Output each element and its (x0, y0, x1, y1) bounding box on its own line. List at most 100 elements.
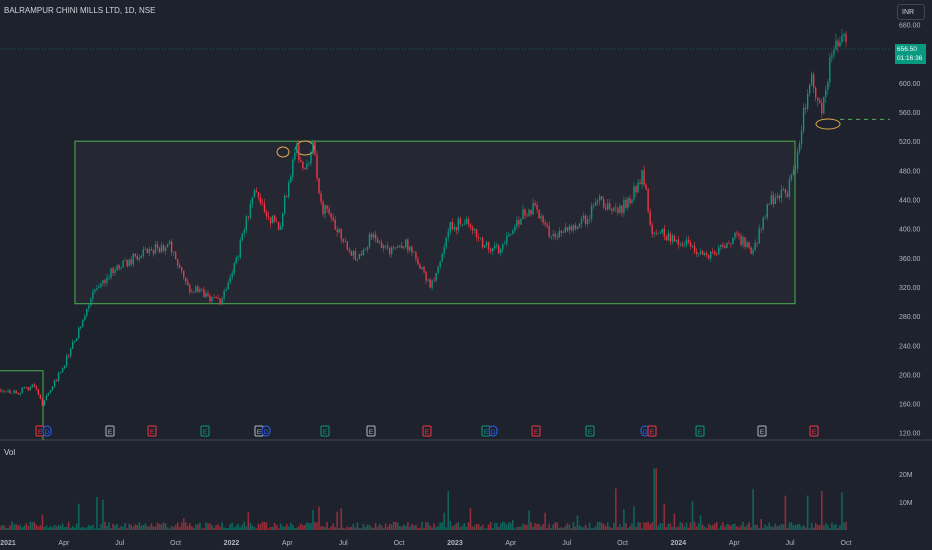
volume-bar (11, 521, 13, 530)
volume-bar (707, 524, 710, 530)
event-marker[interactable]: E (422, 425, 432, 437)
event-marker[interactable]: E (695, 425, 705, 437)
currency-button[interactable]: INR (897, 4, 925, 20)
volume-bar (366, 524, 369, 530)
candle-body (837, 40, 839, 47)
candle-body (425, 271, 427, 281)
volume-bar (637, 522, 639, 530)
candle-body (831, 55, 833, 58)
volume-bar (396, 522, 399, 530)
volume-bar (425, 522, 427, 530)
volume-bar (843, 522, 845, 530)
volume-bar (370, 527, 373, 530)
candle-body (802, 107, 805, 131)
candle-body (522, 209, 524, 219)
volume-bar (570, 528, 573, 530)
candle-body (17, 393, 19, 395)
volume-bar (679, 522, 682, 530)
volume-bar (235, 525, 238, 530)
volume-bar (592, 527, 595, 530)
volume-bar (481, 524, 484, 530)
event-marker[interactable]: E (647, 425, 657, 437)
time-tick-label: Oct (394, 540, 405, 547)
candle-body (839, 42, 841, 47)
candle-body (730, 243, 732, 245)
volume-bar (9, 525, 11, 530)
volume-bar (788, 522, 791, 530)
event-badge (105, 425, 115, 437)
volume-bar (142, 524, 145, 530)
event-marker[interactable]: E (757, 425, 767, 437)
event-marker[interactable]: E (585, 425, 595, 437)
candle-body (247, 216, 250, 218)
volume-bar (604, 525, 607, 530)
volume-bar (251, 525, 254, 530)
candle-body (445, 237, 447, 248)
candle-body (35, 386, 38, 390)
candle-body (140, 255, 143, 258)
candle-body (59, 372, 62, 373)
volume-bar (528, 510, 530, 530)
volume-bar (677, 526, 680, 530)
volume-bar (475, 524, 478, 530)
candle-body (154, 244, 157, 254)
candle-body (627, 197, 629, 208)
event-marker[interactable]: D (640, 425, 650, 437)
candle-body (185, 277, 187, 282)
volume-bar (423, 528, 425, 530)
event-marker[interactable]: E (147, 425, 157, 437)
candle-body (31, 384, 34, 387)
volume-bar (150, 523, 153, 530)
volume-bar (673, 513, 676, 530)
event-marker[interactable]: D (488, 425, 498, 437)
candle-body (336, 229, 338, 233)
candle-body (360, 254, 363, 256)
event-badge (757, 425, 767, 437)
volume-bar (146, 526, 149, 530)
event-marker[interactable]: E (320, 425, 330, 437)
event-marker[interactable]: E (531, 425, 541, 437)
volume-bar (588, 522, 591, 530)
candle-body (653, 232, 655, 234)
volume-bar (479, 526, 482, 530)
event-marker[interactable]: E (809, 425, 819, 437)
candle-body (249, 203, 252, 218)
event-marker[interactable]: E (481, 425, 491, 437)
volume-bar (77, 503, 80, 530)
event-marker[interactable]: E (105, 425, 115, 437)
volume-bar (590, 528, 593, 530)
candle-body (657, 233, 659, 234)
event-marker[interactable]: E (366, 425, 376, 437)
volume-bar (174, 524, 177, 530)
event-marker[interactable]: D (42, 425, 52, 437)
volume-bar (249, 522, 252, 530)
candle-body (243, 230, 246, 234)
candle-body (427, 279, 429, 281)
volume-bar (108, 522, 110, 530)
candle-body (223, 290, 225, 299)
volume-bar (501, 521, 504, 530)
candle-body (261, 203, 264, 204)
volume-bar (584, 524, 587, 530)
candle-body (332, 217, 334, 221)
volume-bar (675, 527, 678, 530)
candle-body (659, 232, 661, 234)
candle-body (645, 184, 647, 190)
candle-body (471, 227, 474, 231)
candle-body (455, 227, 458, 231)
event-badge (366, 425, 376, 437)
volume-bar (257, 523, 260, 530)
event-badge (261, 425, 271, 437)
candle-body (273, 215, 276, 222)
candle-body (498, 245, 500, 254)
candle-body (788, 179, 791, 197)
volume-bar (717, 528, 720, 530)
candle-body (94, 289, 96, 292)
event-marker[interactable]: D (261, 425, 271, 437)
candle-body (366, 247, 369, 250)
volume-bar (237, 523, 240, 530)
bar-countdown: 01:16:36 (897, 55, 923, 62)
event-marker[interactable]: E (200, 425, 210, 437)
candle-body (215, 297, 217, 298)
